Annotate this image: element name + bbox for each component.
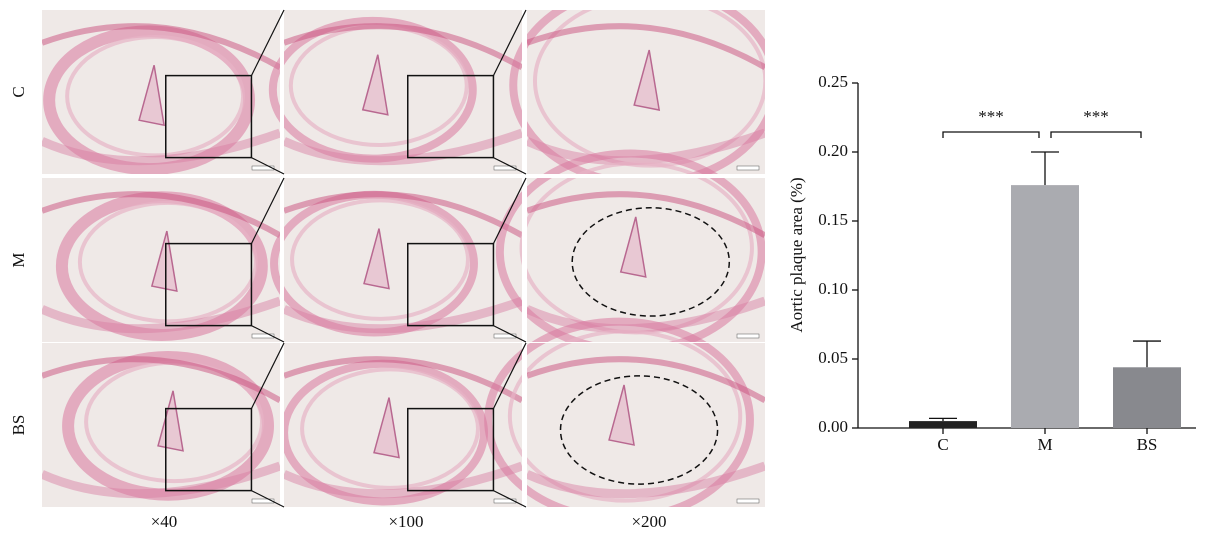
zoom-box — [407, 74, 495, 159]
valve — [363, 228, 390, 290]
valve — [619, 216, 647, 278]
tissue — [282, 296, 524, 334]
tissue — [42, 356, 282, 404]
scale-bar — [493, 165, 517, 171]
zoom-line — [251, 325, 285, 343]
zoom-line — [250, 342, 285, 409]
valve — [150, 230, 178, 293]
column-label: ×100 — [388, 512, 423, 531]
bar — [1113, 367, 1181, 428]
zoom-box — [407, 242, 495, 327]
valve — [633, 49, 661, 111]
micrographs — [42, 10, 765, 507]
row-label: BS — [9, 415, 28, 436]
tissue — [282, 128, 524, 166]
scale-bar — [493, 333, 517, 339]
y-tick-label: 0.10 — [818, 279, 848, 298]
valve — [138, 65, 166, 127]
zoom-line — [250, 177, 285, 244]
y-tick-label: 0.20 — [818, 141, 848, 160]
zoom-line — [492, 177, 527, 244]
plaque-outline — [571, 207, 731, 317]
tissue-wall — [280, 359, 488, 506]
tissue — [42, 296, 282, 334]
row-label: C — [9, 86, 28, 97]
tissue — [42, 128, 282, 166]
valve — [608, 384, 635, 446]
scale-bar — [251, 165, 275, 171]
tissue — [525, 461, 765, 499]
scale-bar — [251, 333, 275, 339]
zoom-box — [165, 242, 253, 327]
zoom-box — [165, 74, 253, 159]
tissue — [42, 23, 282, 71]
tissue — [282, 23, 524, 71]
scale-bar — [736, 498, 760, 504]
scale-bar — [251, 498, 275, 504]
tissue — [42, 461, 282, 499]
zoom-line — [493, 157, 527, 175]
zoom-line — [492, 342, 527, 409]
bar — [909, 421, 977, 428]
tissue-wall — [77, 200, 258, 324]
valve — [373, 397, 400, 459]
tissue — [525, 191, 765, 239]
zoom-box — [407, 407, 495, 492]
x-tick-label: M — [1037, 435, 1052, 454]
tissue — [525, 356, 765, 404]
significance-bracket — [1050, 131, 1142, 138]
tissue — [282, 461, 524, 499]
y-tick-label: 0.05 — [818, 348, 848, 367]
significance-label: *** — [978, 107, 1004, 126]
row-label: M — [9, 252, 28, 267]
zoom-line — [493, 325, 527, 343]
bar — [1011, 185, 1079, 428]
scale-bar — [493, 498, 517, 504]
tissue-wall — [484, 317, 754, 507]
zoom-line — [493, 490, 527, 508]
significance-bracket — [942, 131, 1040, 138]
scale-bar — [736, 333, 760, 339]
significance-label: *** — [1083, 107, 1109, 126]
tissue — [282, 191, 524, 239]
tissue — [525, 296, 765, 334]
tissue-wall — [268, 16, 477, 163]
column-label: ×200 — [631, 512, 666, 531]
tissue-wall — [65, 34, 246, 158]
x-tick-label: C — [937, 435, 948, 454]
y-tick-label: 0.25 — [818, 72, 848, 91]
tissue-wall — [43, 25, 256, 176]
tissue-wall — [290, 198, 470, 321]
y-tick-label: 0.15 — [818, 210, 848, 229]
y-axis-label: Aortic plaque area (%) — [787, 177, 806, 332]
x-tick-label: BS — [1137, 435, 1158, 454]
tissue-wall — [300, 367, 480, 490]
zoom-line — [251, 157, 285, 175]
tissue — [42, 191, 282, 239]
tissue — [525, 23, 765, 71]
scale-bar — [736, 165, 760, 171]
zoom-line — [250, 9, 285, 76]
y-tick-label: 0.00 — [818, 417, 848, 436]
column-label: ×40 — [151, 512, 178, 531]
tissue-wall — [62, 350, 275, 501]
tissue — [525, 128, 765, 166]
tissue-wall — [507, 329, 743, 503]
zoom-line — [492, 9, 527, 76]
plaque-outline — [559, 375, 719, 485]
valve — [361, 54, 389, 116]
zoom-box — [165, 407, 253, 492]
zoom-line — [251, 490, 285, 508]
